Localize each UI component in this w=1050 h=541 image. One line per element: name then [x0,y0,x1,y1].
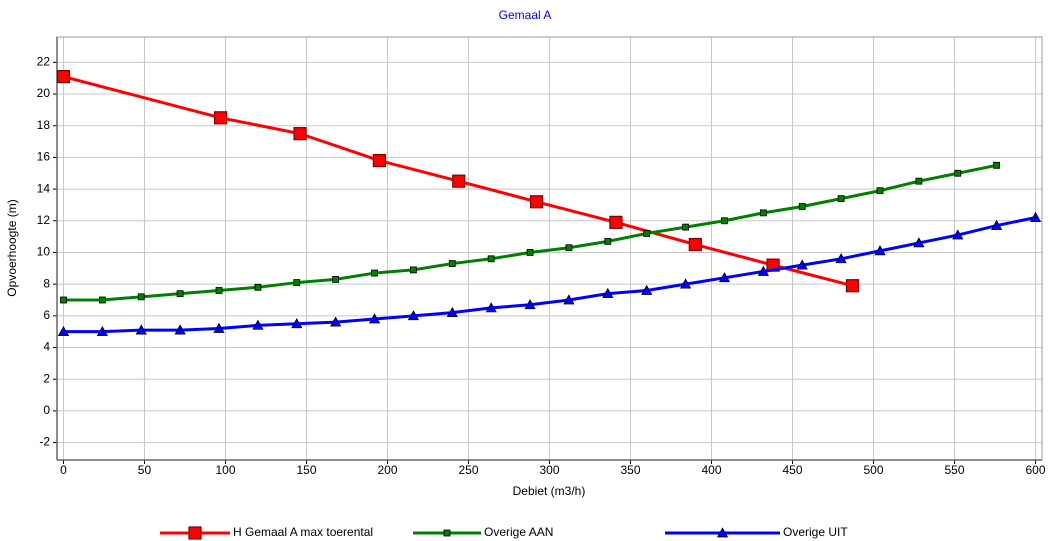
x-tick-label: 350 [620,463,640,477]
y-tick-label: 14 [37,181,51,195]
marker [835,253,847,264]
legend-label: H Gemaal A max toerental [233,525,373,539]
marker [452,174,466,188]
marker [679,278,692,289]
x-tick-label: 50 [138,463,152,477]
marker [485,302,497,313]
x-tick-label: 200 [377,463,397,477]
y-tick-label: 10 [37,245,51,259]
y-tick-label: 20 [37,86,51,100]
marker [215,287,223,294]
y-tick-label: 4 [43,340,50,354]
marker [526,249,534,256]
marker [446,306,458,318]
y-tick-label: 2 [43,371,50,385]
y-tick-label: 0 [43,403,50,417]
marker [721,217,728,225]
marker [135,324,147,335]
x-tick-label: 300 [539,463,559,477]
x-tick-label: 500 [863,463,883,477]
marker [876,187,884,195]
marker [993,161,1001,169]
marker [874,245,886,256]
marker [529,195,544,209]
chart-title: Gemaal A [499,8,552,22]
marker [682,223,689,231]
marker [565,244,573,252]
marker [330,316,342,327]
marker [845,279,860,293]
x-tick-label: 100 [215,463,235,477]
marker [407,310,420,321]
x-tick-label: 450 [782,463,802,477]
marker [448,260,456,267]
marker [56,70,71,84]
marker [602,287,614,299]
legend-label: Overige UIT [783,525,848,539]
marker [759,209,767,217]
marker [798,203,806,210]
marker [371,269,378,277]
marker [718,272,731,283]
marker [188,526,202,540]
marker [487,255,495,263]
marker [1029,211,1042,222]
y-tick-label: 12 [37,213,51,227]
marker [796,259,808,270]
marker [913,237,925,248]
x-tick-label: 400 [701,463,721,477]
y-tick-label: -2 [39,435,50,449]
x-tick-label: 600 [1026,463,1046,477]
marker [213,322,225,333]
marker [837,195,845,202]
x-tick-label: 250 [458,463,478,477]
y-tick-label: 22 [37,55,51,69]
marker [641,284,653,295]
y-tick-label: 16 [37,150,51,164]
marker [372,153,386,168]
marker [688,237,702,252]
series-line [63,216,1036,334]
marker [98,296,106,304]
marker [443,529,451,537]
marker [174,324,186,335]
marker [524,299,536,310]
marker [368,313,381,324]
x-axis-label: Debiet (m3/h) [513,484,586,498]
y-tick-label: 18 [37,118,51,132]
marker [293,279,301,286]
plot-border [56,36,1043,461]
marker [643,230,651,237]
marker [609,215,623,229]
marker [915,177,923,185]
marker [96,325,108,337]
series-line [63,75,853,288]
x-tick-label: 150 [296,463,316,477]
marker [252,319,264,330]
marker [254,283,262,291]
marker [954,169,962,177]
marker [293,127,307,141]
marker [952,229,964,240]
marker [410,266,417,274]
marker [991,219,1003,230]
marker [176,290,184,298]
marker [60,296,67,304]
x-tick-label: 0 [60,463,67,477]
marker [137,293,145,301]
marker [563,294,575,305]
marker [214,111,228,125]
marker [57,325,70,337]
marker [604,237,612,245]
x-tick-label: 550 [945,463,965,477]
y-tick-label: 8 [43,276,50,290]
marker [291,318,303,329]
marker [757,265,769,276]
marker [332,275,340,283]
y-tick-label: 6 [43,308,50,322]
legend-label: Overige AAN [484,525,553,539]
y-axis-label: Opvoerhoogte (m) [5,199,19,296]
marker [716,527,729,538]
